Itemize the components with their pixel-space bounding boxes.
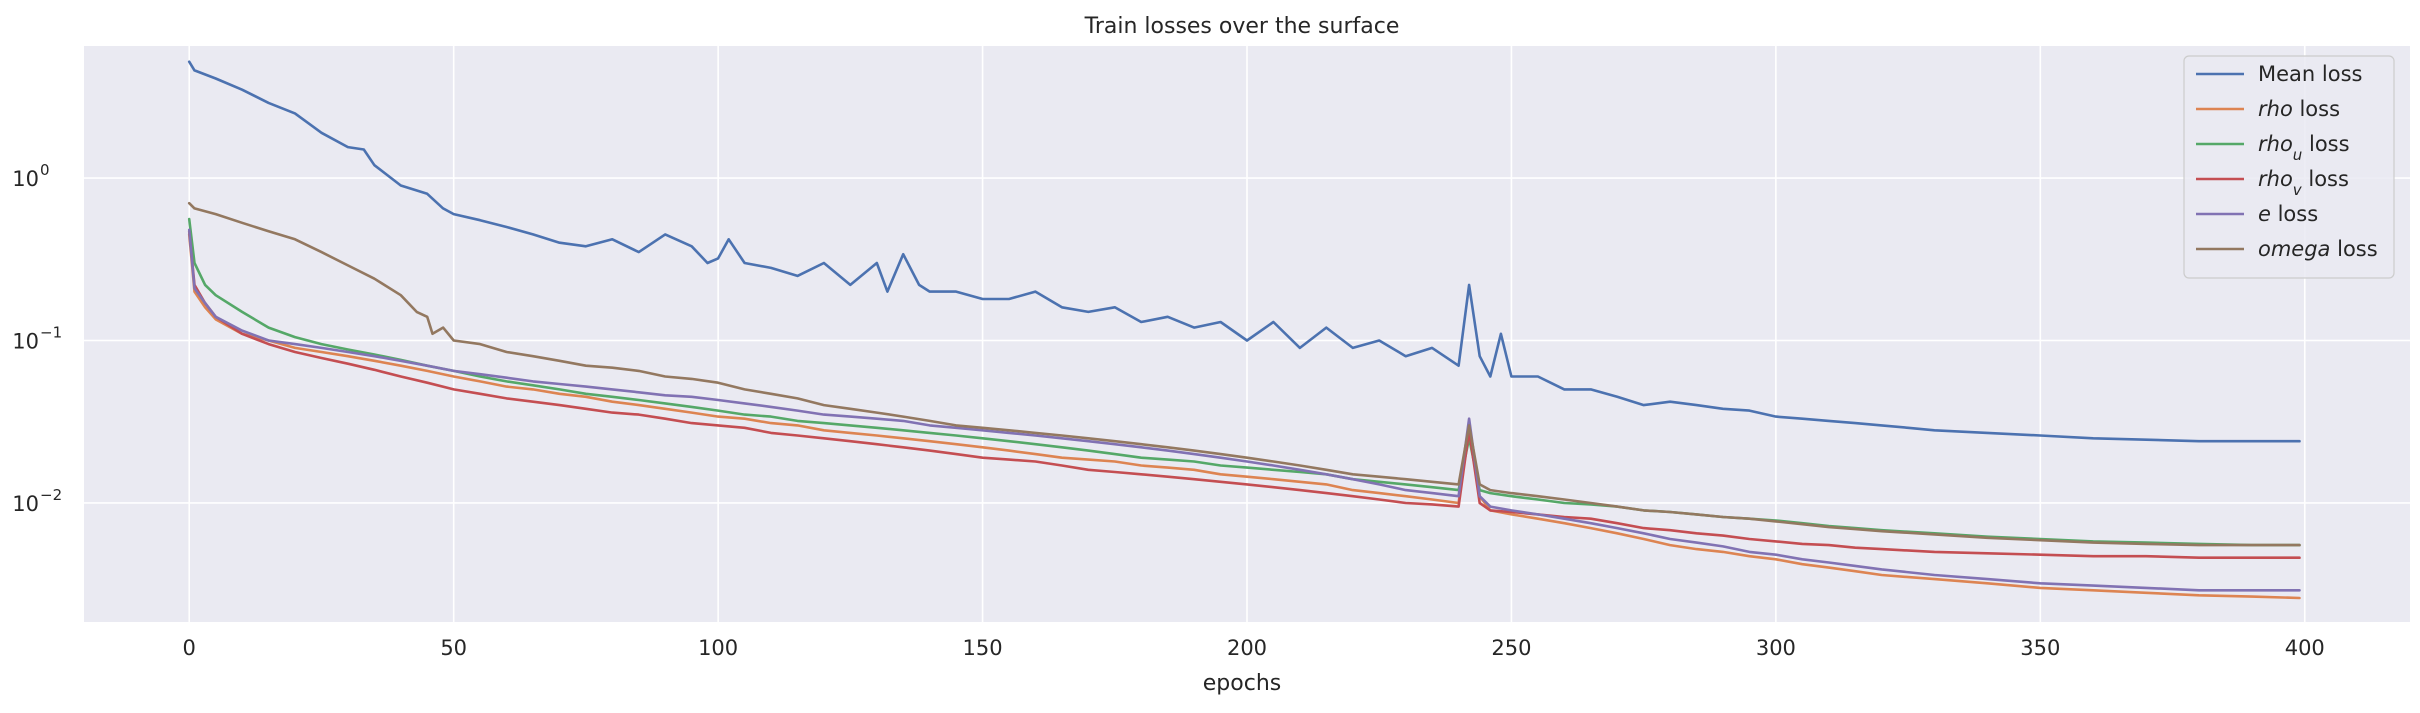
legend-item: rhou loss: [2196, 132, 2350, 164]
x-tick-label: 0: [183, 636, 196, 660]
legend-item: rhov loss: [2196, 167, 2349, 199]
chart-title: Train losses over the surface: [1084, 14, 1400, 39]
series-line: [187, 233, 2301, 600]
y-tick-base: 10: [12, 167, 39, 191]
legend-label: rhov loss: [2258, 167, 2349, 199]
series-line: [187, 230, 2301, 559]
legend-box: [2183, 55, 2395, 279]
x-tick-label: 300: [1756, 636, 1796, 660]
y-tick-label: 10 −2: [12, 486, 62, 516]
series-lines: [187, 60, 2301, 600]
x-axis-label: epochs: [1203, 671, 1281, 696]
legend-item: rho loss: [2196, 97, 2340, 121]
y-tick-base: 10: [12, 330, 39, 354]
y-tick-base: 10: [12, 492, 39, 516]
x-tick-label: 200: [1227, 636, 1267, 660]
legend-label: Mean loss: [2258, 62, 2362, 86]
series-line: [187, 60, 2301, 443]
legend-label: rhou loss: [2258, 132, 2350, 164]
x-tick-label: 350: [2020, 636, 2060, 660]
series-line: [187, 228, 2301, 592]
legend-label: e loss: [2258, 202, 2318, 226]
x-tick-label: 250: [1491, 636, 1531, 660]
series-line: [187, 201, 2301, 547]
y-tick-label: 10 −1: [12, 324, 62, 354]
legend-label: rho loss: [2258, 97, 2340, 121]
y-tick-label: 10 0: [12, 161, 49, 191]
x-axis-ticks: 0 50 100 150 200 250 300 350 400: [183, 636, 2325, 660]
y-tick-exponent: −2: [40, 486, 62, 504]
y-tick-exponent: 0: [40, 161, 50, 179]
x-tick-label: 150: [963, 636, 1003, 660]
y-tick-exponent: −1: [40, 324, 62, 342]
x-tick-label: 100: [698, 636, 738, 660]
legend-item: omega loss: [2196, 237, 2378, 261]
legend-item: Mean loss: [2196, 62, 2362, 86]
legend-label: omega loss: [2258, 237, 2378, 261]
legend-item: e loss: [2196, 202, 2318, 226]
x-tick-label: 400: [2285, 636, 2325, 660]
x-tick-label: 50: [440, 636, 467, 660]
